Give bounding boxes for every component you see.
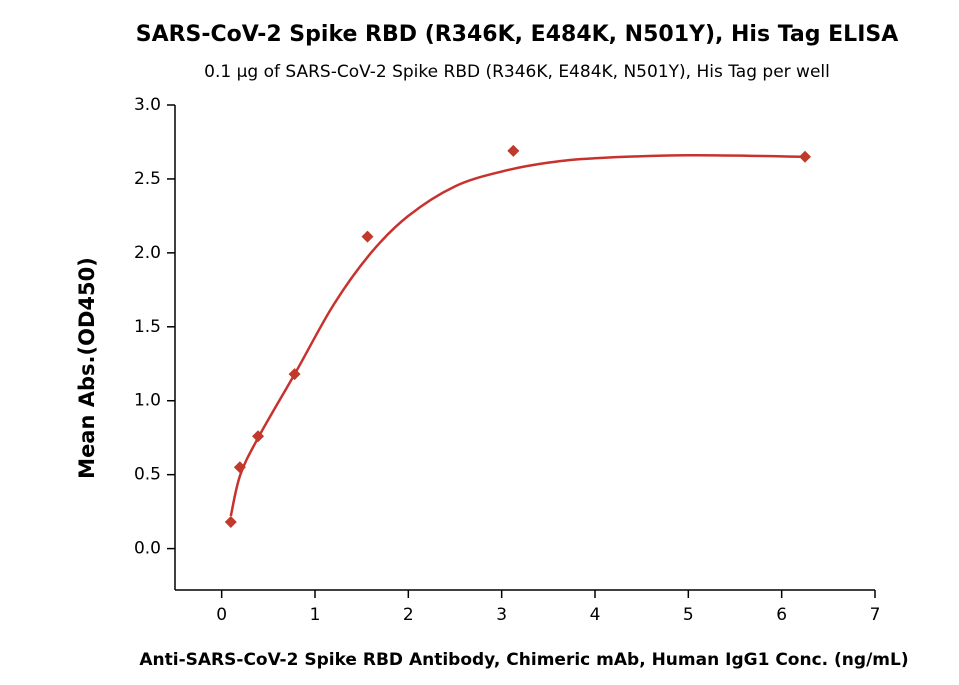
fit-curve <box>229 153 806 517</box>
y-tick-label: 1.5 <box>134 317 161 337</box>
x-tick-label: 6 <box>776 605 787 625</box>
x-tick-label: 4 <box>590 605 601 625</box>
data-point <box>233 461 246 474</box>
x-axis-label: Anti-SARS-CoV-2 Spike RBD Antibody, Chim… <box>139 650 908 670</box>
y-tick-label: 0.5 <box>134 465 161 485</box>
x-tick-label: 0 <box>216 605 227 625</box>
x-tick-label: 3 <box>496 605 507 625</box>
y-axis-label: Mean Abs.(OD450) <box>75 257 99 479</box>
data-point <box>252 430 265 443</box>
x-tick-label: 7 <box>870 605 881 625</box>
data-point <box>507 144 520 157</box>
chart-title: SARS-CoV-2 Spike RBD (R346K, E484K, N501… <box>136 22 899 47</box>
data-point <box>361 230 374 243</box>
x-tick-label: 5 <box>683 605 694 625</box>
y-tick-label: 1.0 <box>134 391 161 411</box>
data-point <box>288 368 301 381</box>
x-tick-label: 2 <box>403 605 414 625</box>
y-tick-label: 3.0 <box>134 95 161 115</box>
y-tick-label: 0.0 <box>134 539 161 559</box>
chart-subtitle: 0.1 μg of SARS-CoV-2 Spike RBD (R346K, E… <box>204 62 830 82</box>
x-tick-label: 1 <box>310 605 321 625</box>
data-point <box>224 515 237 528</box>
data-point <box>799 150 811 163</box>
y-tick-label: 2.5 <box>134 169 161 189</box>
y-tick-label: 2.0 <box>134 243 161 263</box>
